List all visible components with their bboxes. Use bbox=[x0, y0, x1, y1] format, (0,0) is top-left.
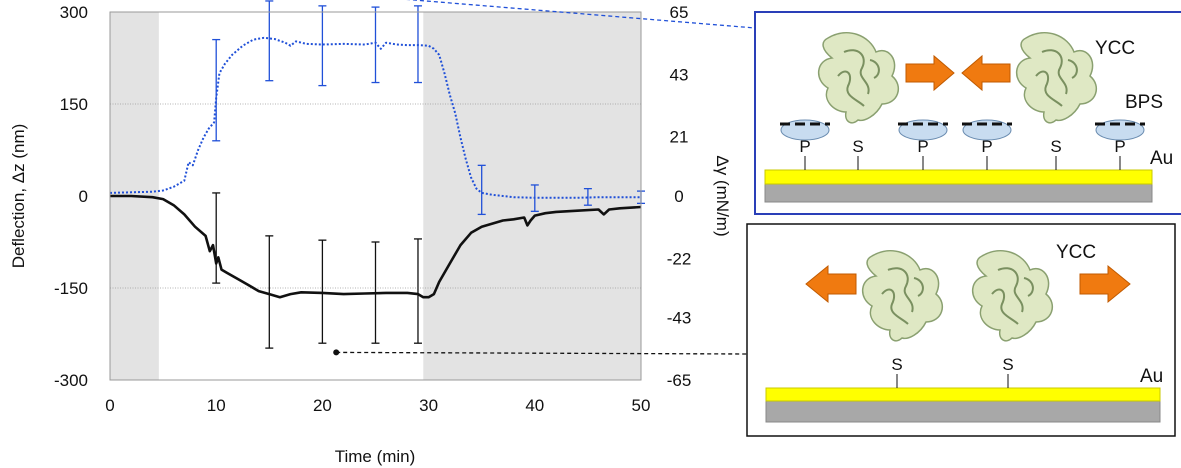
error-bar bbox=[265, 0, 274, 82]
arrow-left-icon bbox=[961, 54, 1011, 92]
error-bar bbox=[413, 238, 422, 344]
bottom-substrate-gray bbox=[765, 400, 1161, 423]
x-tick-label: 30 bbox=[419, 396, 438, 415]
x-tick-labels: 0 10 20 30 40 50 bbox=[105, 396, 650, 415]
y-right-tick-label: 43 bbox=[670, 65, 689, 84]
bps-molecule bbox=[780, 119, 830, 141]
linker-label: P bbox=[1114, 137, 1125, 156]
ycc-protein bbox=[1016, 31, 1098, 124]
error-bar bbox=[318, 5, 327, 87]
x-tick-label: 20 bbox=[313, 396, 332, 415]
y-left-tick-label: 300 bbox=[60, 3, 88, 22]
y-right-tick-label: 65 bbox=[670, 3, 689, 22]
surface-linker: P bbox=[981, 137, 993, 170]
bottom-substrate-label: Au bbox=[1140, 366, 1163, 387]
arrow-right-icon bbox=[905, 54, 955, 92]
callout-leader bbox=[336, 351, 748, 355]
y-left-axis-label: Deflection, Δz (nm) bbox=[9, 124, 28, 269]
bottom-gold-layer bbox=[765, 387, 1161, 402]
y-right-tick-labels: 65 43 21 0 -22 -43 -65 bbox=[667, 3, 692, 390]
surface-linker: S bbox=[1002, 355, 1014, 388]
plot-frame bbox=[109, 11, 642, 381]
series-layer bbox=[110, 36, 641, 299]
error-bar bbox=[371, 241, 380, 344]
linker-label: P bbox=[917, 137, 928, 156]
surface-linker: S bbox=[891, 355, 903, 388]
bps-molecule bbox=[962, 119, 1012, 141]
ycc-protein bbox=[862, 249, 944, 342]
x-tick-label: 10 bbox=[207, 396, 226, 415]
series-black-line bbox=[110, 194, 641, 299]
bps-molecule bbox=[898, 119, 948, 141]
y-left-tick-label: 150 bbox=[60, 95, 88, 114]
error-bar bbox=[583, 187, 592, 206]
top-gold-layer bbox=[764, 169, 1153, 185]
error-bar bbox=[212, 38, 221, 142]
linker-label: S bbox=[852, 137, 863, 156]
linker-label: P bbox=[799, 137, 810, 156]
y-right-tick-label: 21 bbox=[670, 128, 689, 147]
top-panel: Au P S P P S P BPS bbox=[754, 11, 1181, 215]
arrow-left-icon bbox=[805, 264, 857, 304]
error-bar bbox=[212, 192, 221, 284]
error-bar bbox=[477, 164, 486, 216]
x-tick-label: 50 bbox=[632, 396, 651, 415]
y-right-tick-label: 0 bbox=[674, 187, 683, 206]
error-bar bbox=[530, 184, 539, 212]
y-left-tick-label: -300 bbox=[54, 371, 88, 390]
callouts bbox=[333, 0, 756, 356]
linker-label: S bbox=[1002, 355, 1013, 374]
bottom-ycc-label: YCC bbox=[1056, 242, 1096, 263]
surface-linker: P bbox=[1114, 137, 1126, 170]
surface-linker: S bbox=[852, 137, 864, 170]
y-left-tick-label: -150 bbox=[54, 279, 88, 298]
bps-label: BPS bbox=[1125, 92, 1163, 113]
top-substrate-gray bbox=[764, 183, 1153, 203]
x-tick-label: 40 bbox=[525, 396, 544, 415]
top-ycc-label: YCC bbox=[1095, 38, 1135, 59]
top-substrate-label: Au bbox=[1150, 148, 1173, 169]
ycc-protein bbox=[972, 249, 1054, 342]
y-right-tick-label: -43 bbox=[667, 309, 692, 328]
x-tick-label: 0 bbox=[105, 396, 114, 415]
error-bar bbox=[318, 239, 327, 344]
surface-linker: P bbox=[799, 137, 811, 170]
chart: 0 10 20 30 40 50 300 150 0 -150 -300 65 43 21 0 -22 -4… bbox=[9, 0, 756, 466]
shaded-region bbox=[423, 12, 641, 380]
linker-label: S bbox=[891, 355, 902, 374]
arrow-right-icon bbox=[1079, 264, 1131, 304]
callout-leader bbox=[406, 0, 756, 29]
ycc-protein bbox=[818, 31, 900, 124]
bps-molecules bbox=[780, 119, 1145, 141]
x-axis-label: Time (min) bbox=[335, 447, 416, 466]
error-bar bbox=[371, 6, 380, 84]
linker-label: P bbox=[981, 137, 992, 156]
y-right-axis-label: Δγ (mN/m) bbox=[713, 155, 732, 236]
y-left-tick-labels: 300 150 0 -150 -300 bbox=[54, 3, 88, 390]
error-bar bbox=[413, 5, 422, 84]
series-blue-line bbox=[110, 36, 641, 199]
error-bar bbox=[265, 235, 274, 349]
bps-molecule bbox=[1095, 119, 1145, 141]
y-left-tick-label: 0 bbox=[79, 187, 88, 206]
linker-label: S bbox=[1050, 137, 1061, 156]
surface-linker: S bbox=[1050, 137, 1062, 170]
surface-linker: P bbox=[917, 137, 929, 170]
y-right-tick-label: -22 bbox=[667, 249, 692, 268]
y-right-tick-label: -65 bbox=[667, 371, 692, 390]
